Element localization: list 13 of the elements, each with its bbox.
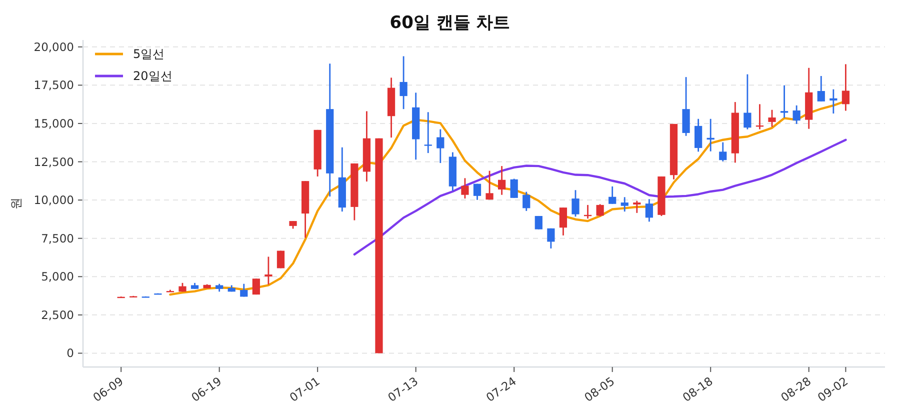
y-tick-label: 20,000 (34, 40, 74, 54)
legend-label: 5일선 (133, 47, 165, 61)
y-tick-label: 7,500 (41, 231, 74, 246)
y-tick-label: 15,000 (34, 116, 74, 130)
y-tick-label: 17,500 (34, 78, 74, 92)
y-tick-label: 0 (66, 346, 74, 360)
chart-title: 60일 캔들 차트 (390, 13, 510, 33)
legend-label: 20일선 (133, 69, 172, 83)
y-tick-label: 12,500 (34, 154, 74, 169)
y-axis-title: 원 (9, 198, 23, 210)
y-tick-label: 5,000 (41, 270, 74, 284)
y-tick-label: 10,000 (34, 193, 74, 208)
y-tick-label: 2,500 (41, 308, 74, 322)
